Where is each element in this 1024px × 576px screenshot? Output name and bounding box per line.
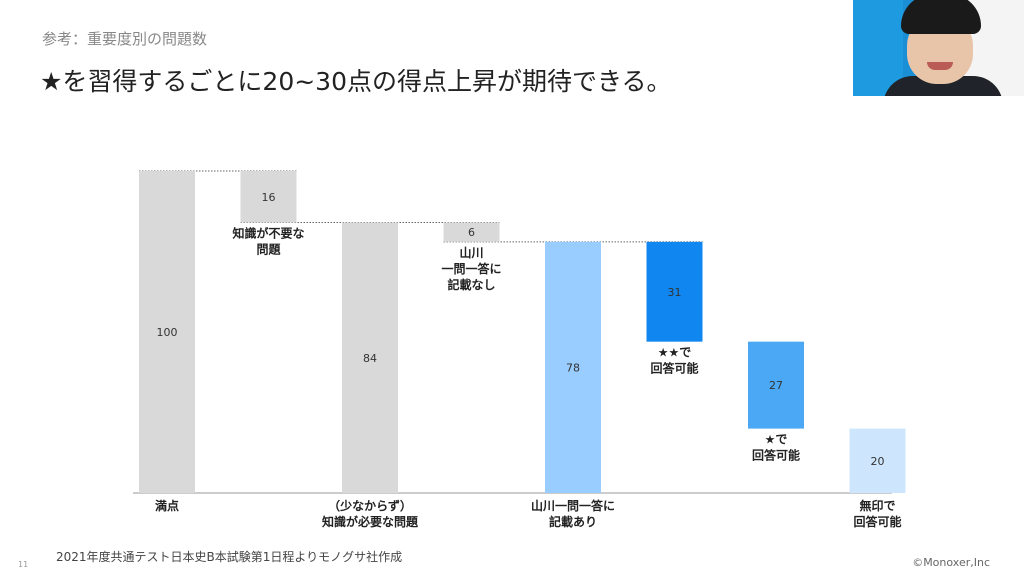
- presenter-hair: [901, 0, 981, 34]
- data-label: 27: [769, 379, 783, 392]
- data-label: 78: [566, 361, 580, 374]
- category-label: 満点: [155, 498, 179, 513]
- source-footnote: 2021年度共通テスト日本史B本試験第1日程よりモノグサ社作成: [56, 550, 403, 564]
- waterfall-bar: [748, 341, 804, 429]
- data-label: 6: [468, 226, 475, 239]
- category-label: 知識が必要な問題: [321, 514, 419, 529]
- category-label: 山川: [459, 245, 483, 260]
- page-number: 11: [18, 560, 29, 569]
- category-label: 問題: [256, 243, 281, 257]
- data-label: 16: [262, 191, 276, 204]
- webcam-background: [853, 0, 903, 96]
- data-label: 84: [363, 352, 377, 365]
- waterfall-bar: [646, 241, 703, 342]
- waterfall-bar: [139, 171, 195, 493]
- category-label: 記載あり: [549, 514, 597, 529]
- presenter-webcam: [853, 0, 1024, 96]
- data-label: 100: [157, 326, 178, 339]
- waterfall-bar: [849, 428, 906, 493]
- category-label: 知識が不要な: [231, 226, 304, 241]
- breadcrumb: 参考：重要度別の問題数: [42, 30, 208, 48]
- category-label: 回答可能: [853, 514, 901, 529]
- category-label: 回答可能: [752, 448, 800, 463]
- category-label: 一問一答に: [441, 261, 501, 276]
- data-label: 20: [871, 455, 885, 468]
- waterfall-bar: [342, 222, 398, 493]
- presenter-suit: [883, 76, 1003, 96]
- waterfall-bar: [545, 241, 601, 493]
- waterfall-bar: [443, 222, 500, 242]
- page-title: ★を習得するごとに20~30点の得点上昇が期待できる。: [40, 67, 672, 96]
- copyright-notice: ©Monoxer,Inc: [912, 556, 990, 569]
- category-label: 記載なし: [447, 277, 495, 292]
- category-label: （少なからず）: [328, 498, 412, 513]
- category-label: ★★で: [658, 346, 692, 360]
- category-label: 山川一問一答に: [531, 498, 615, 513]
- category-label: 無印で: [859, 498, 895, 513]
- presenter-mouth: [927, 62, 953, 70]
- category-label: ★で: [765, 433, 788, 447]
- data-label: 31: [668, 286, 682, 299]
- waterfall-bar: [240, 171, 297, 223]
- category-label: 回答可能: [650, 361, 698, 376]
